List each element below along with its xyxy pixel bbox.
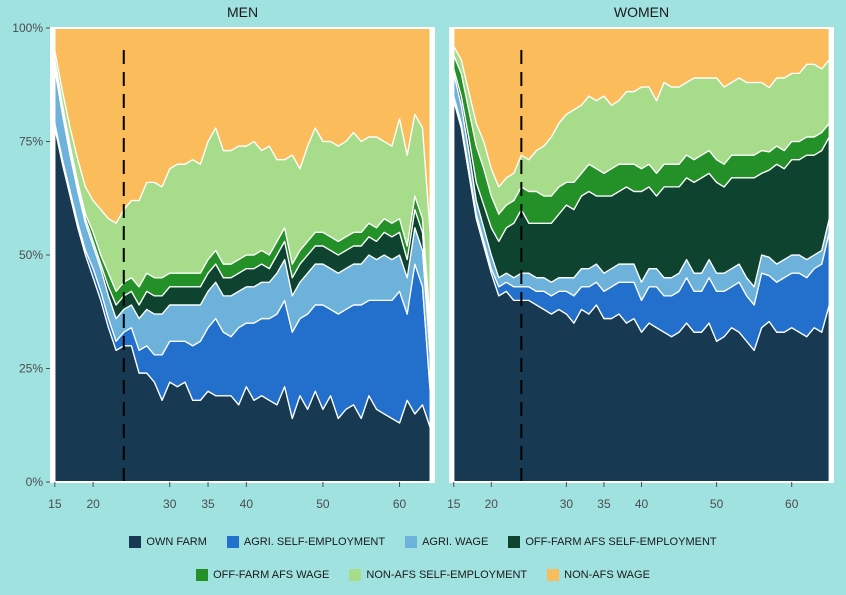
legend-item-own-farm: OWN FARM	[129, 536, 207, 548]
x-tick-label: 35	[597, 497, 611, 511]
chart: 0% 25% 50% 75% 100% MEN 15 20 30 35 40 50 60 WOMEN 15 2…	[12, 4, 834, 511]
y-tick-label: 0%	[26, 475, 44, 489]
legend-swatch	[129, 536, 142, 548]
facet-title-men: MEN	[227, 4, 258, 20]
x-tick-label: 40	[240, 497, 254, 511]
legend-swatch	[349, 569, 362, 581]
legend-row-2: OFF-FARM AFS WAGE NON-AFS SELF-EMPLOYMENT…	[0, 569, 846, 581]
y-tick-label: 25%	[19, 362, 43, 376]
facet-title-women: WOMEN	[614, 4, 669, 20]
legend-swatch	[405, 536, 418, 548]
legend-label: OFF-FARM AFS SELF-EMPLOYMENT	[525, 536, 717, 548]
y-tick-label: 50%	[19, 248, 43, 262]
x-tick-label: 30	[163, 497, 177, 511]
x-tick-label: 15	[48, 497, 62, 511]
legend-label: AGRI. SELF-EMPLOYMENT	[243, 536, 386, 548]
y-tick-label: 100%	[12, 21, 43, 35]
legend-item-agri-wage: AGRI. WAGE	[405, 536, 488, 548]
legend-row-1: OWN FARM AGRI. SELF-EMPLOYMENT AGRI. WAGE O…	[0, 536, 846, 548]
legend-item-off-farm-afs-self-employment: OFF-FARM AFS SELF-EMPLOYMENT	[508, 536, 717, 548]
x-tick-label: 60	[785, 497, 799, 511]
legend-label: NON-AFS WAGE	[564, 569, 650, 581]
legend-swatch	[196, 569, 209, 581]
x-tick-label: 15	[447, 497, 461, 511]
legend-item-off-farm-afs-wage: OFF-FARM AFS WAGE	[196, 569, 329, 581]
y-tick-label: 75%	[19, 135, 43, 149]
legend-swatch	[547, 569, 560, 581]
legend-label: NON-AFS SELF-EMPLOYMENT	[366, 569, 528, 581]
x-tick-label: 30	[560, 497, 574, 511]
panel-men: MEN 15 20 30 35 40 50 60	[48, 4, 435, 511]
legend-item-agri-self-employment: AGRI. SELF-EMPLOYMENT	[226, 536, 386, 548]
legend-label: OFF-FARM AFS WAGE	[213, 569, 330, 581]
x-tick-label: 20	[485, 497, 499, 511]
legend-item-non-afs-self-employment: NON-AFS SELF-EMPLOYMENT	[349, 569, 527, 581]
x-tick-label: 60	[393, 497, 407, 511]
x-tick-label: 35	[201, 497, 215, 511]
x-tick-label: 40	[635, 497, 649, 511]
legend-label: AGRI. WAGE	[422, 536, 489, 548]
panel-women: WOMEN 15 20 30 35 40 50 60	[447, 4, 834, 511]
legend-item-non-afs-wage: NON-AFS WAGE	[547, 569, 650, 581]
x-tick-label: 20	[86, 497, 100, 511]
panel-border	[50, 27, 435, 483]
legend-swatch	[508, 536, 521, 548]
x-tick-label: 50	[316, 497, 330, 511]
x-tick-label: 50	[710, 497, 724, 511]
legend-swatch	[226, 536, 239, 548]
legend-label: OWN FARM	[146, 536, 207, 548]
